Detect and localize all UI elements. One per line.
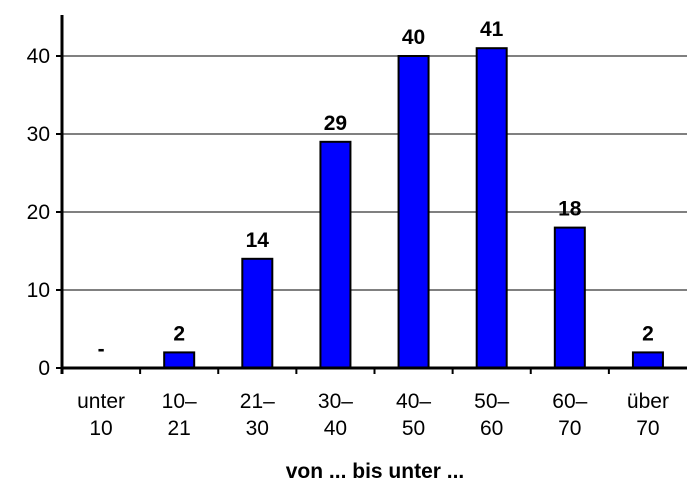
data-label: 2	[173, 322, 185, 345]
x-tick-label: unter	[77, 390, 125, 413]
x-tick-label: 30	[246, 417, 269, 440]
x-tick-label: 50	[402, 417, 425, 440]
x-tick-label: 21–	[240, 390, 275, 413]
gridlines	[62, 56, 687, 290]
data-label: 41	[480, 18, 504, 41]
y-tick-label: 20	[27, 201, 50, 224]
y-tick-label: 0	[38, 357, 50, 380]
x-tick-label: 10	[89, 417, 112, 440]
x-tick-label: 21	[168, 417, 191, 440]
x-tick-label: 60–	[552, 390, 587, 413]
bars	[164, 48, 663, 368]
data-label: 14	[246, 229, 270, 252]
bar	[242, 259, 272, 368]
bar	[477, 48, 507, 368]
x-tick-label: 30–	[318, 390, 353, 413]
x-tick-label: 40–	[396, 390, 431, 413]
x-tick-label: 40	[324, 417, 347, 440]
bar	[633, 352, 663, 368]
y-tick-label: 10	[27, 279, 50, 302]
data-label: 40	[402, 26, 425, 49]
x-tick-label: 70	[558, 417, 581, 440]
bar	[164, 352, 194, 368]
x-tick-label: 60	[480, 417, 503, 440]
bar	[399, 56, 429, 368]
x-tick-label: 10–	[162, 390, 197, 413]
bar	[555, 228, 585, 368]
data-label: 18	[558, 198, 582, 221]
bar	[320, 142, 350, 368]
data-label: 2	[642, 322, 654, 345]
data-label: -	[98, 338, 105, 361]
x-axis-title: von ... bis unter ...	[286, 460, 465, 483]
y-tick-label: 40	[27, 45, 50, 68]
axes	[56, 15, 687, 374]
x-tick-label: 70	[636, 417, 659, 440]
y-tick-label: 30	[27, 123, 50, 146]
x-tick-label: über	[627, 390, 669, 413]
data-label: 29	[324, 112, 347, 135]
x-tick-label: 50–	[474, 390, 509, 413]
